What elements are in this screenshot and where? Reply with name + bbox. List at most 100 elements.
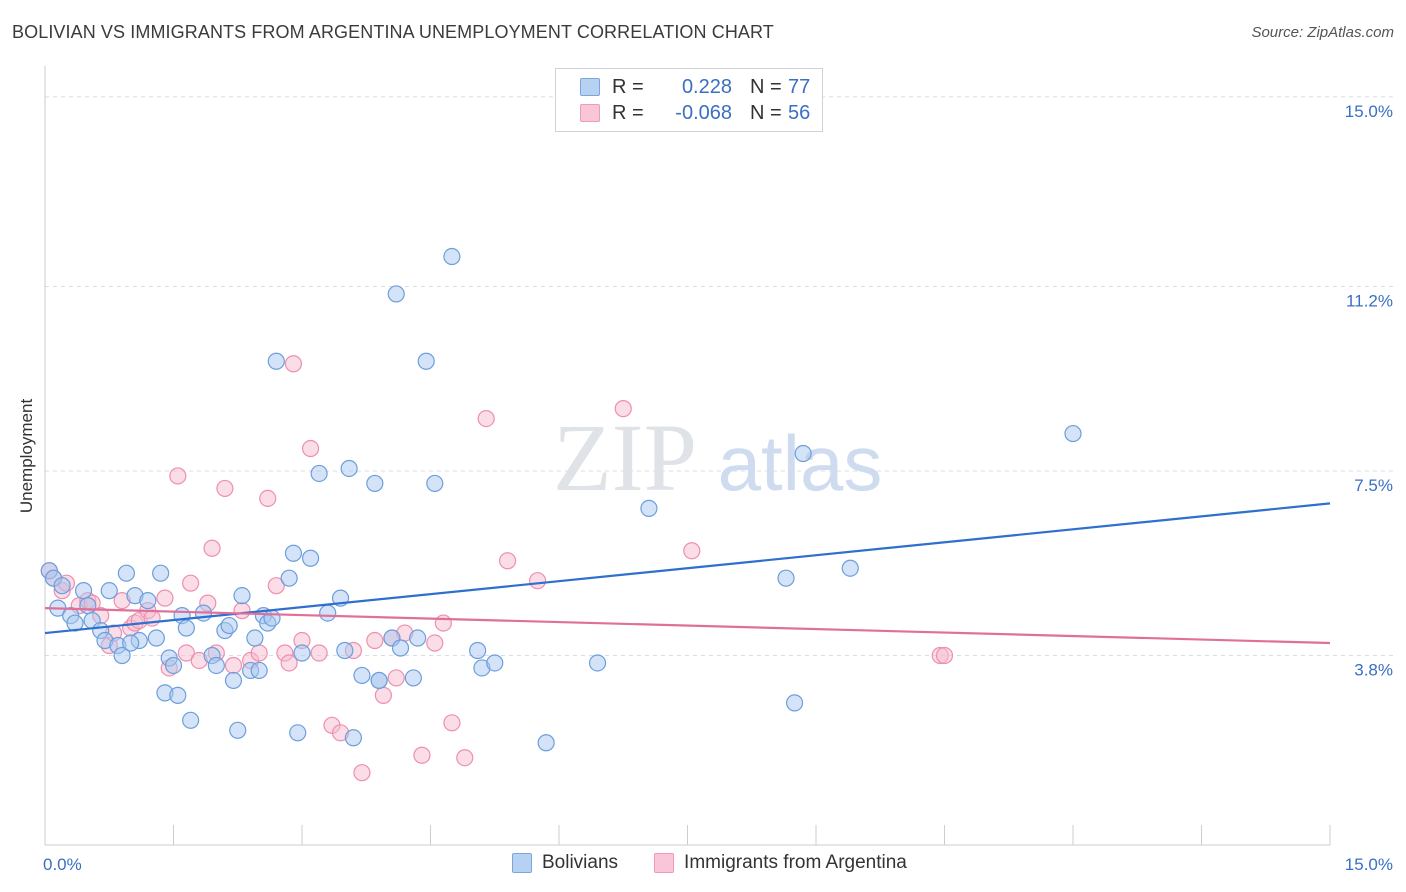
watermark-zip: ZIP <box>553 404 697 511</box>
bolivian-point <box>293 644 311 662</box>
bolivian-point <box>74 582 93 600</box>
bolivian-point <box>344 729 362 747</box>
bolivian-point <box>250 661 268 680</box>
argentina-point <box>280 654 298 672</box>
legend-swatch-blue <box>512 853 532 873</box>
bolivian-point <box>122 634 140 652</box>
argentina-point <box>443 714 461 732</box>
bolivian-point <box>301 549 320 567</box>
bolivian-point <box>246 629 264 647</box>
legend-r-label: R = <box>612 75 644 98</box>
bolivian-point <box>79 597 97 615</box>
argentina-point <box>426 634 444 652</box>
argentina-point <box>224 656 243 675</box>
bolivian-point <box>207 656 225 675</box>
bolivian-point <box>267 352 285 370</box>
legend-label-argentina: Immigrants from Argentina <box>684 852 907 873</box>
series-bolivians-points <box>40 247 1082 752</box>
argentina-point <box>387 669 405 687</box>
axis-layer <box>44 66 1331 846</box>
bolivian-point <box>785 694 804 712</box>
bolivian-point <box>387 285 405 303</box>
legend-swatch-pink <box>580 104 600 122</box>
bolivian-point <box>233 587 251 605</box>
legend-swatch-pink <box>654 853 675 873</box>
argentina-point <box>259 489 277 507</box>
bolivian-point <box>147 629 165 647</box>
argentina-point <box>216 479 234 498</box>
legend-row-bolivians: R = 0.228 N = 77 <box>580 75 810 99</box>
grid-layer <box>45 96 1395 656</box>
bolivian-point <box>220 616 238 635</box>
bolivian-point <box>353 666 371 685</box>
stats-legend: R = 0.228 N = 77 R = -0.068 N = 56 <box>555 68 823 132</box>
series-legend: Bolivians Immigrants from Argentina <box>512 852 943 874</box>
bolivian-point <box>53 577 71 595</box>
bolivian-point <box>169 686 187 704</box>
bolivian-point <box>841 559 859 577</box>
bolivian-point <box>182 711 200 729</box>
bolivian-point <box>409 629 427 647</box>
legend-n-label: N = <box>750 101 782 124</box>
bolivian-point <box>404 669 422 687</box>
argentina-point <box>233 602 251 620</box>
bolivian-point <box>280 569 298 587</box>
bolivian-point <box>486 654 504 672</box>
argentina-point <box>203 539 221 557</box>
argentina-trend-line <box>44 607 1331 645</box>
legend-item-argentina: Immigrants from Argentina <box>654 852 907 874</box>
argentina-point <box>156 589 174 607</box>
legend-n-value: 56 <box>788 101 811 124</box>
bolivian-point <box>319 604 337 622</box>
argentina-point <box>267 577 285 595</box>
argentina-point <box>284 355 303 373</box>
bolivian-point <box>310 464 328 483</box>
y-tick-label: 3.8% <box>1354 660 1393 679</box>
chart-source: Source: ZipAtlas.com <box>1251 24 1394 41</box>
bolivian-point <box>340 459 358 478</box>
y-tick-label: 11.2% <box>1346 291 1393 310</box>
bolivian-point <box>537 734 555 752</box>
argentina-point <box>456 749 474 767</box>
bolivian-point <box>370 671 388 690</box>
bolivian-point <box>229 721 247 739</box>
argentina-point <box>413 746 431 764</box>
bolivian-point <box>391 639 410 657</box>
legend-n-value: 77 <box>788 75 811 98</box>
argentina-point <box>477 410 495 428</box>
y-tick-label: 15.0% <box>1345 102 1393 121</box>
legend-r-label: R = <box>612 101 644 124</box>
bolivian-point <box>777 569 795 587</box>
bolivian-point <box>139 592 157 610</box>
argentina-point <box>250 644 268 662</box>
bolivians-trend-line <box>44 502 1331 635</box>
argentina-point <box>310 644 328 662</box>
legend-r-value: 0.228 <box>681 75 732 98</box>
argentina-point <box>169 467 187 485</box>
legend-swatch-blue <box>580 78 600 96</box>
bolivian-point <box>289 724 307 742</box>
chart-title: BOLIVIAN VS IMMIGRANTS FROM ARGENTINA UN… <box>12 22 774 42</box>
argentina-point <box>528 572 547 590</box>
argentina-point <box>935 646 954 665</box>
bolivian-point <box>177 619 195 637</box>
legend-r-value: -0.068 <box>675 101 732 124</box>
bolivian-point <box>1064 424 1082 443</box>
bolivian-point <box>100 582 118 600</box>
bolivian-point <box>794 444 812 463</box>
bolivian-point <box>284 544 303 562</box>
bolivian-point <box>443 247 461 266</box>
legend-n-label: N = <box>750 75 782 98</box>
argentina-point <box>177 644 195 662</box>
watermark-atlas: atlas <box>718 419 883 507</box>
bolivian-point <box>417 352 435 370</box>
bolivian-point <box>640 499 658 517</box>
argentina-point <box>182 574 200 592</box>
bolivian-point <box>113 646 131 665</box>
legend-row-argentina: R = -0.068 N = 56 <box>580 101 810 125</box>
argentina-point <box>366 631 384 650</box>
legend-item-bolivians: Bolivians <box>512 852 618 874</box>
argentina-point <box>301 439 320 458</box>
bolivian-point <box>164 656 183 675</box>
